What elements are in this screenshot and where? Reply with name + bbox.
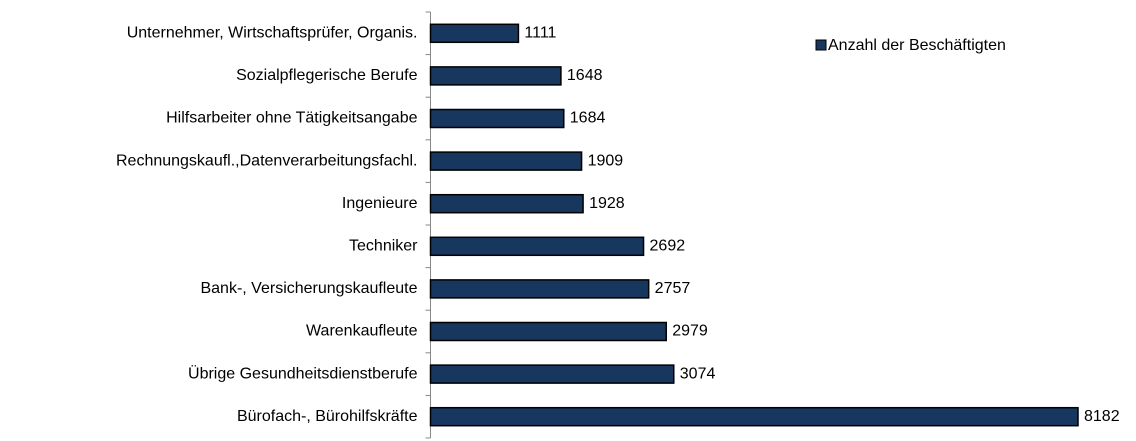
bar xyxy=(429,236,645,257)
data-label: 2692 xyxy=(650,238,686,255)
data-label: 1928 xyxy=(589,195,625,212)
bar xyxy=(429,151,583,171)
y-tick-label: Sozialpflegerische Berufe xyxy=(236,67,418,84)
data-label: 1909 xyxy=(588,152,624,169)
y-tick-label: Unternehmer, Wirtschaftsprüfer, Organis. xyxy=(127,25,418,42)
y-tick-label: Rechnungskaufl.,Datenverarbeitungsfachl. xyxy=(116,152,418,169)
y-tick-label: Hilfsarbeiter ohne Tätigkeitsangabe xyxy=(166,110,418,127)
y-tick-label: Warenkaufleute xyxy=(306,323,418,340)
y-tick-label: Bürofach-, Bürohilfskräfte xyxy=(237,408,418,425)
data-label: 1111 xyxy=(524,25,556,42)
bar xyxy=(429,66,562,86)
data-label: 2979 xyxy=(672,323,708,340)
bar xyxy=(429,108,565,129)
bar xyxy=(429,364,675,384)
y-tick-label: Techniker xyxy=(349,238,418,255)
bar xyxy=(429,279,650,299)
data-label: 1684 xyxy=(570,110,606,127)
y-tick-label: Bank-, Versicherungskaufleute xyxy=(200,280,417,297)
legend-label: Anzahl der Beschäftigten xyxy=(828,37,1006,54)
data-label: 1648 xyxy=(567,67,603,84)
data-label: 2757 xyxy=(655,280,691,297)
y-tick-label: Ingenieure xyxy=(342,195,418,212)
data-label: 3074 xyxy=(680,365,716,382)
bar xyxy=(429,23,520,44)
bar xyxy=(429,406,1079,427)
y-tick-label: Übrige Gesundheitsdienstberufe xyxy=(188,364,418,382)
bar xyxy=(429,321,667,342)
legend-swatch xyxy=(815,39,827,51)
data-label: 8182 xyxy=(1084,408,1120,425)
bar xyxy=(429,193,584,214)
